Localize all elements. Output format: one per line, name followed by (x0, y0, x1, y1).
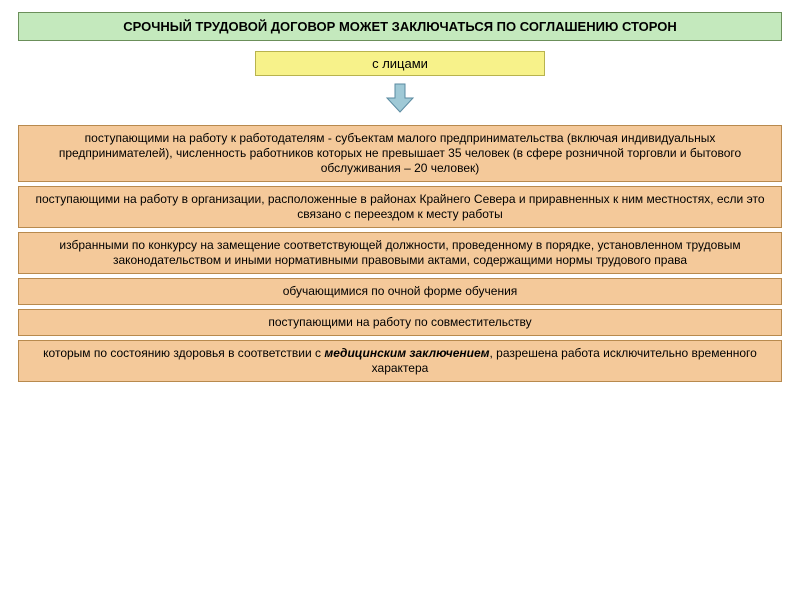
item-text: обучающимися по очной форме обучения (283, 284, 518, 298)
item-text-prefix: которым по состоянию здоровья в соответс… (43, 346, 324, 360)
list-item: поступающими на работу в организации, ра… (18, 186, 782, 228)
persons-label: с лицами (372, 56, 428, 71)
item-text: поступающими на работу по совместительст… (268, 315, 531, 329)
down-arrow-wrap (18, 82, 782, 119)
persons-box: с лицами (255, 51, 545, 76)
title-text: СРОЧНЫЙ ТРУДОВОЙ ДОГОВОР МОЖЕТ ЗАКЛЮЧАТЬ… (123, 19, 677, 34)
list-item: обучающимися по очной форме обучения (18, 278, 782, 305)
item-text: избранными по конкурсу на замещение соот… (59, 238, 740, 267)
list-item: поступающими на работу по совместительст… (18, 309, 782, 336)
down-arrow-icon (385, 82, 415, 114)
item-text-emph: медицинским заключением (324, 346, 489, 360)
item-text: поступающими на работу в организации, ра… (36, 192, 765, 221)
title-header: СРОЧНЫЙ ТРУДОВОЙ ДОГОВОР МОЖЕТ ЗАКЛЮЧАТЬ… (18, 12, 782, 41)
item-text: поступающими на работу к работодателям -… (59, 131, 741, 175)
list-item: избранными по конкурсу на замещение соот… (18, 232, 782, 274)
list-item: поступающими на работу к работодателям -… (18, 125, 782, 182)
list-item: которым по состоянию здоровья в соответс… (18, 340, 782, 382)
